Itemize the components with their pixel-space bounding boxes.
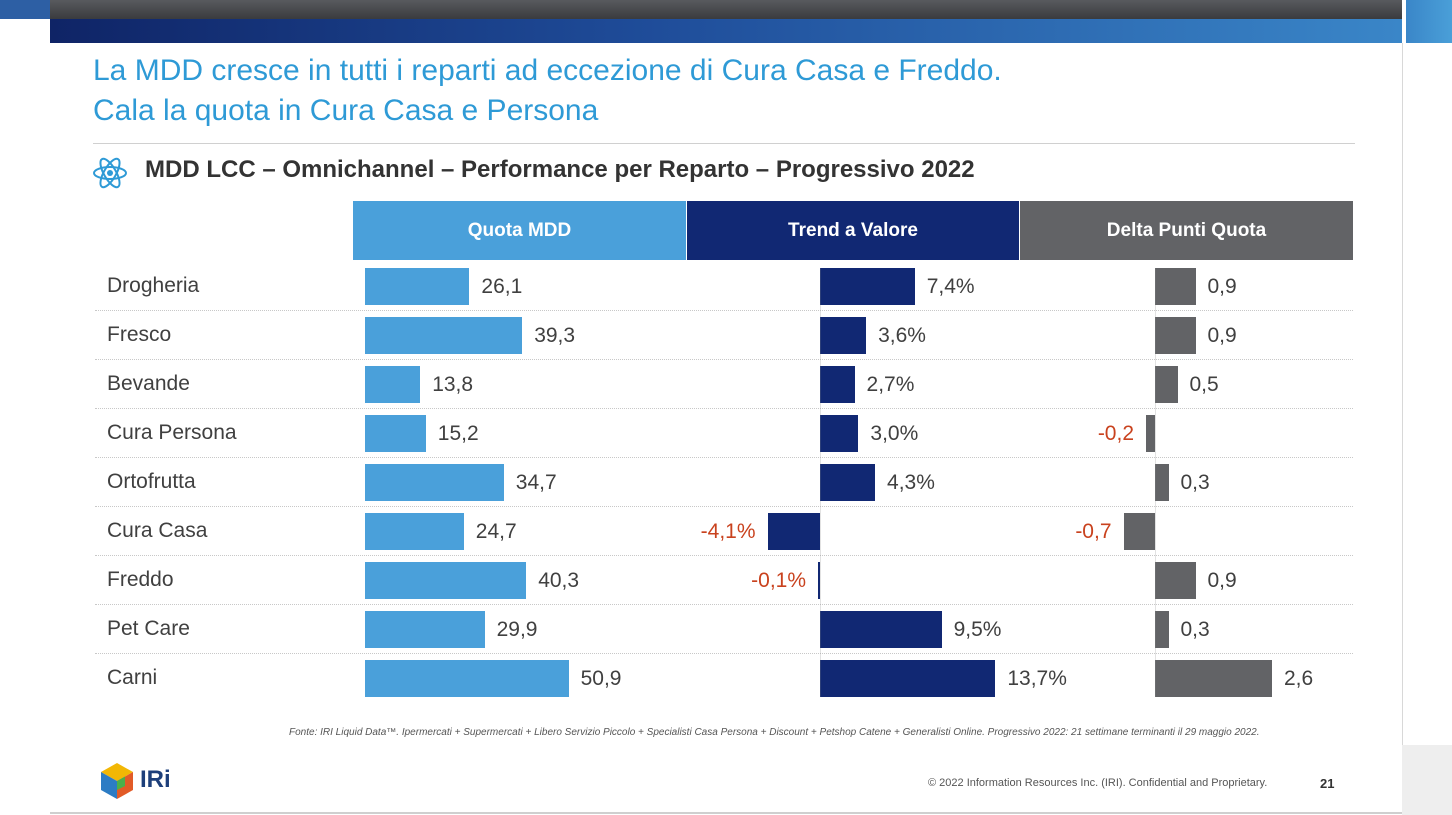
trend-bar [820,415,859,452]
category-label: Cura Casa [107,519,208,542]
row-separator [95,604,1353,605]
trend-bar [820,317,867,354]
category-label: Drogheria [107,274,200,297]
category-label: Cura Persona [107,421,237,444]
row-separator [95,457,1353,458]
delta-value-label: 2,6 [1284,667,1314,690]
row-separator [95,310,1353,311]
quota-bar [365,268,470,305]
category-label: Freddo [107,568,174,591]
quota-bar [365,660,569,697]
top-left-accent [0,0,50,19]
row-separator [95,359,1353,360]
delta-value-label: 0,3 [1180,618,1210,641]
delta-value-label: -0,2 [1097,422,1134,445]
trend-bar [820,660,996,697]
trend-value-label: 3,0% [870,422,919,445]
delta-bar [1123,513,1155,550]
iri-logo-text: IRi [140,766,171,793]
atom-icon [93,157,127,189]
trend-value-label: 3,6% [878,324,926,347]
quota-value-label: 24,7 [475,520,517,543]
right-border [1402,43,1403,815]
delta-bar [1155,464,1169,501]
trend-value-label: -0,1% [751,569,806,592]
delta-value-label: 0,9 [1207,569,1237,592]
slide-title-line-2: Cala la quota in Cura Casa e Persona [93,94,599,127]
quota-value-label: 26,1 [481,275,523,298]
header-delta-punti-quota: Delta Punti Quota [1020,201,1353,260]
bottom-line [50,812,1402,814]
row-separator [95,408,1353,409]
quota-value-label: 50,9 [580,667,622,690]
delta-bar [1155,366,1178,403]
quota-value-label: 13,8 [432,373,474,396]
row-separator [95,555,1353,556]
top-right-accent [1406,0,1452,43]
category-label: Bevande [107,372,190,395]
category-label: Fresco [107,323,172,346]
quota-bar [365,415,426,452]
trend-bar [820,611,942,648]
quota-bar [365,464,504,501]
trend-bar [820,366,855,403]
bottom-right-corner [1402,745,1452,815]
iri-logo-icon [101,763,133,799]
trend-bar [820,464,876,501]
slide-title-line-1: La MDD cresce in tutti i reparti ad ecce… [93,54,1002,87]
quota-value-label: 34,7 [515,471,557,494]
delta-value-label: 0,9 [1207,275,1237,298]
trend-bar [767,513,820,550]
trend-value-label: 9,5% [953,618,1002,641]
quota-bar [365,611,485,648]
trend-bar [820,268,915,305]
delta-value-label: 0,3 [1180,471,1210,494]
title-divider [93,143,1355,144]
delta-value-label: 0,9 [1207,324,1237,347]
trend-value-label: -4,1% [700,520,756,543]
delta-bar [1155,268,1196,305]
header-quota-mdd: Quota MDD [353,201,686,260]
quota-value-label: 29,9 [496,618,538,641]
delta-bar [1155,660,1272,697]
source-footnote: Fonte: IRI Liquid Data™. Ipermercati + S… [289,727,1260,738]
delta-bar [1155,562,1196,599]
header-trend-valore: Trend a Valore [687,201,1019,260]
trend-value-label: 7,4% [926,275,975,298]
top-blue-bar [50,19,1402,43]
delta-bar [1155,317,1196,354]
row-separator [95,653,1353,654]
page-number: 21 [1320,776,1335,791]
category-label: Carni [107,666,158,689]
trend-value-label: 2,7% [866,373,915,396]
quota-value-label: 39,3 [534,324,576,347]
trend-bar [818,562,820,599]
delta-value-label: 0,5 [1189,373,1219,396]
quota-value-label: 40,3 [538,569,580,592]
category-label: Pet Care [107,617,190,640]
category-label: Ortofrutta [107,470,196,493]
delta-zero-axis [1155,268,1156,697]
chart-subtitle: MDD LCC – Omnichannel – Performance per … [145,156,975,183]
top-gray-bar [50,0,1402,19]
delta-bar [1155,611,1169,648]
trend-value-label: 13,7% [1007,667,1067,690]
quota-bar [365,317,523,354]
quota-bar [365,513,464,550]
delta-value-label: -0,7 [1075,520,1112,543]
quota-bar [365,562,527,599]
quota-value-label: 15,2 [437,422,479,445]
row-separator [95,506,1353,507]
trend-value-label: 4,3% [887,471,935,494]
copyright-notice: © 2022 Information Resources Inc. (IRI).… [928,777,1268,789]
quota-bar [365,366,421,403]
delta-bar [1146,415,1155,452]
trend-zero-axis [820,268,821,697]
